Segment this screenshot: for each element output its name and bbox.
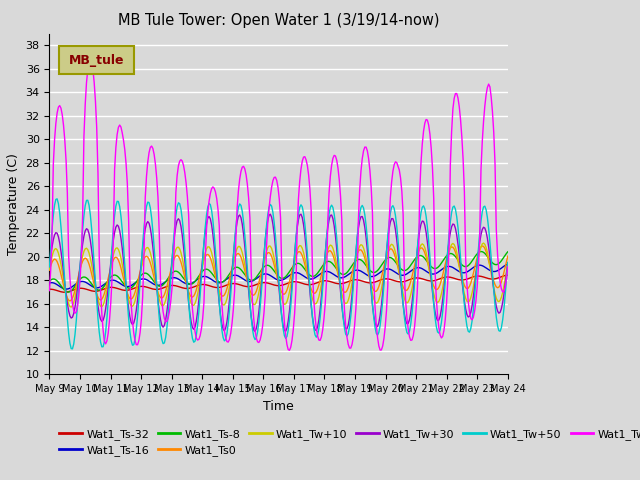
Legend: Wat1_Ts-32, Wat1_Ts-16, Wat1_Ts-8, Wat1_Ts0, Wat1_Tw+10, Wat1_Tw+30, Wat1_Tw+50,: Wat1_Ts-32, Wat1_Ts-16, Wat1_Ts-8, Wat1_… (55, 424, 640, 460)
Y-axis label: Temperature (C): Temperature (C) (7, 153, 20, 255)
X-axis label: Time: Time (263, 400, 294, 413)
Text: MB_tule: MB_tule (69, 54, 124, 67)
Title: MB Tule Tower: Open Water 1 (3/19/14-now): MB Tule Tower: Open Water 1 (3/19/14-now… (118, 13, 440, 28)
FancyBboxPatch shape (59, 46, 134, 74)
